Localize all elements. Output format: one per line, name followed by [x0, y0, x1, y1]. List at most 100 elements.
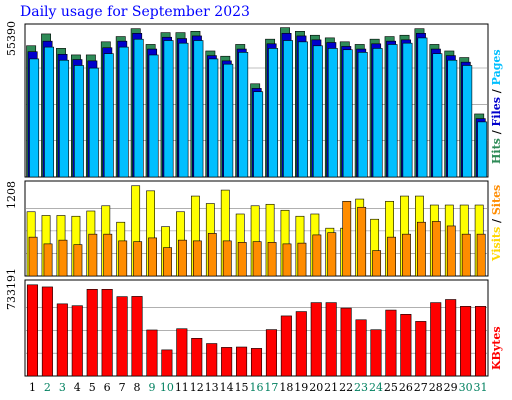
bar-kbytes-day-25 — [385, 309, 397, 377]
day-label-8: 8 — [134, 381, 141, 394]
day-label-13: 13 — [205, 381, 219, 394]
bar-pages-day-5 — [88, 67, 99, 178]
legend-entry-top-1: / — [490, 126, 503, 138]
bar-pages-day-9 — [148, 54, 159, 178]
day-label-2: 2 — [44, 381, 51, 394]
bar-sites-day-14 — [222, 240, 232, 277]
chart-title: Daily usage for September 2023 — [20, 4, 250, 20]
legend-entry-top-3: / — [490, 85, 503, 97]
bar-sites-day-24 — [372, 250, 382, 277]
bar-pages-day-10 — [163, 40, 174, 178]
bar-pages-day-17 — [268, 48, 279, 178]
day-label-10: 10 — [160, 381, 174, 394]
bar-sites-day-3 — [58, 239, 68, 277]
bar-pages-day-30 — [462, 65, 473, 178]
day-label-5: 5 — [89, 381, 96, 394]
bar-pages-day-26 — [402, 42, 413, 178]
day-label-20: 20 — [309, 381, 323, 394]
bar-pages-day-18 — [283, 40, 293, 178]
bar-kbytes-day-11 — [176, 328, 188, 377]
day-label-9: 9 — [148, 381, 155, 394]
bar-sites-day-17 — [267, 242, 277, 277]
legend-entry-bottom-0: KBytes — [490, 326, 503, 370]
bar-sites-day-21 — [327, 232, 337, 277]
bar-pages-day-15 — [238, 52, 249, 178]
bar-sites-day-12 — [192, 240, 202, 277]
bar-pages-day-4 — [74, 65, 84, 178]
bar-kbytes-day-23 — [355, 319, 367, 377]
bar-pages-day-25 — [387, 44, 398, 178]
bar-sites-day-28 — [431, 221, 441, 277]
bar-kbytes-day-31 — [475, 306, 487, 377]
day-label-4: 4 — [74, 381, 81, 394]
day-label-12: 12 — [190, 381, 204, 394]
bar-kbytes-day-1 — [26, 284, 38, 377]
bar-kbytes-day-28 — [430, 302, 442, 377]
legend-entry-middle-0: Visits — [490, 227, 503, 262]
day-label-11: 11 — [175, 381, 189, 394]
bar-pages-day-27 — [417, 37, 428, 178]
legend-top: Hits / Files / Pages — [490, 49, 503, 164]
bar-kbytes-day-21 — [325, 302, 337, 377]
day-label-3: 3 — [59, 381, 66, 394]
day-label-17: 17 — [264, 381, 278, 394]
bar-sites-day-11 — [178, 239, 187, 277]
bar-sites-day-18 — [282, 243, 292, 277]
bar-pages-day-7 — [118, 46, 129, 178]
bar-sites-day-5 — [88, 233, 98, 277]
bar-kbytes-day-27 — [415, 321, 427, 377]
bar-kbytes-day-4 — [71, 305, 83, 377]
bar-sites-day-10 — [163, 247, 172, 277]
legend-entry-top-4: Pages — [490, 49, 503, 85]
bar-sites-day-23 — [357, 206, 367, 277]
bar-sites-day-13 — [207, 233, 217, 277]
bar-sites-day-29 — [446, 225, 456, 277]
day-label-24: 24 — [369, 381, 383, 394]
day-label-15: 15 — [235, 381, 249, 394]
bar-sites-day-16 — [252, 241, 262, 277]
day-label-31: 31 — [474, 381, 488, 394]
bar-sites-day-7 — [118, 240, 128, 277]
bar-pages-day-1 — [29, 58, 40, 178]
bar-pages-day-12 — [193, 40, 204, 178]
bar-kbytes-day-29 — [445, 299, 457, 377]
bar-pages-day-20 — [312, 45, 323, 178]
day-label-1: 1 — [29, 381, 36, 394]
bar-kbytes-day-26 — [400, 314, 412, 377]
day-label-29: 29 — [444, 381, 458, 394]
day-label-25: 25 — [384, 381, 398, 394]
bar-sites-day-26 — [402, 233, 411, 277]
bar-kbytes-day-5 — [86, 289, 98, 377]
bar-sites-day-20 — [312, 234, 322, 277]
bar-sites-day-19 — [297, 242, 307, 277]
bar-kbytes-day-2 — [41, 286, 53, 377]
bar-pages-day-2 — [44, 46, 54, 178]
bar-sites-day-22 — [342, 200, 352, 277]
ymax-label-middle: 1208 — [5, 181, 18, 209]
bar-kbytes-day-14 — [221, 347, 233, 377]
bar-pages-day-28 — [432, 53, 443, 178]
bar-pages-day-13 — [208, 58, 219, 178]
bar-sites-day-30 — [461, 233, 471, 277]
bar-sites-day-2 — [43, 243, 53, 277]
bar-kbytes-day-16 — [250, 348, 263, 377]
bar-kbytes-day-30 — [460, 306, 472, 377]
bar-pages-day-8 — [133, 38, 144, 178]
bar-kbytes-day-9 — [146, 329, 158, 377]
bar-kbytes-day-17 — [265, 329, 277, 377]
bar-kbytes-day-13 — [206, 343, 218, 377]
bar-pages-day-21 — [327, 48, 338, 178]
bar-pages-day-22 — [342, 49, 353, 178]
day-label-28: 28 — [429, 381, 443, 394]
bar-sites-day-1 — [28, 236, 38, 277]
bar-sites-day-4 — [73, 244, 83, 277]
bar-pages-day-16 — [253, 91, 264, 178]
bar-sites-day-15 — [237, 242, 247, 277]
legend-middle: Visits / Sites — [490, 185, 503, 262]
bar-pages-day-19 — [298, 41, 308, 178]
day-label-7: 7 — [119, 381, 126, 394]
bar-pages-day-29 — [447, 59, 458, 178]
bar-pages-day-24 — [372, 48, 383, 178]
bar-sites-day-8 — [133, 241, 143, 277]
bar-pages-day-11 — [178, 42, 189, 178]
